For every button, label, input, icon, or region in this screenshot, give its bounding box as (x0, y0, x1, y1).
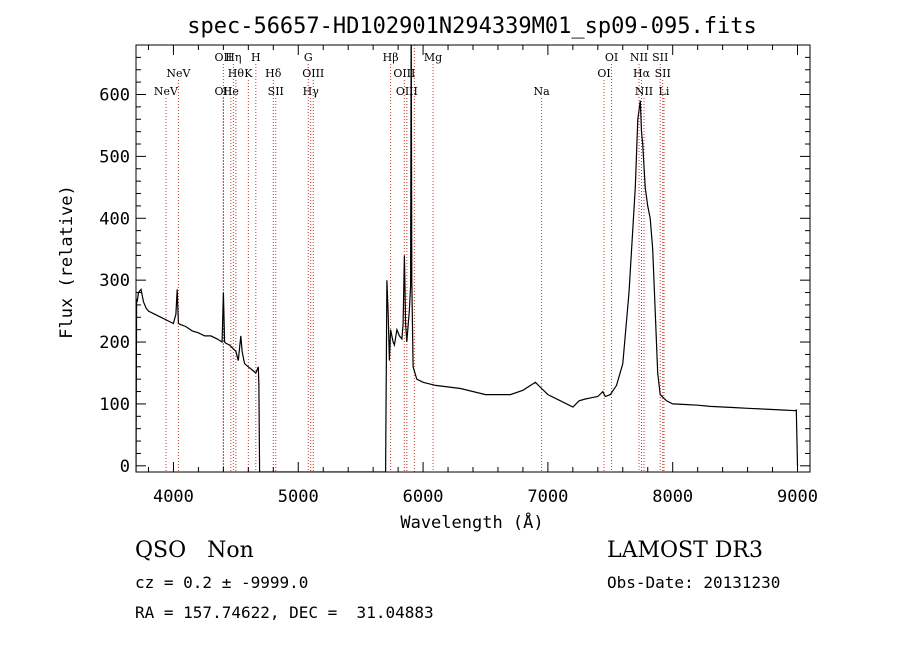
axes: 4000 5000 6000 7000 8000 9000 0 100 200 300 400 500… (99, 45, 818, 507)
line-label: OIII (302, 67, 324, 80)
y-tick-label: 0 (120, 457, 130, 477)
plot-frame (135, 44, 811, 473)
spectrum-line (136, 45, 799, 472)
line-label: He (223, 85, 239, 98)
survey-name: LAMOST DR3 (607, 538, 763, 563)
line-label: H (251, 51, 261, 64)
line-label: G (304, 51, 313, 64)
line-label: SII (652, 51, 668, 64)
obs-date: Obs-Date: 20131230 (607, 573, 781, 592)
spectrum-series (136, 45, 799, 472)
x-tick-label: 9000 (777, 487, 818, 507)
line-label: SII (268, 85, 284, 98)
x-tick-label: 6000 (403, 487, 444, 507)
line-label: OII (215, 51, 233, 64)
y-tick-label: 300 (99, 271, 130, 291)
coordinates: RA = 157.74622, DEC = 31.04883 (135, 603, 434, 622)
x-tick-label: 4000 (153, 487, 194, 507)
x-tick-label: 7000 (527, 487, 568, 507)
x-axis-label: Wavelength (Å) (400, 511, 543, 533)
x-tick-label: 5000 (278, 487, 319, 507)
line-label: OI (597, 67, 610, 80)
line-label: Mg (424, 51, 442, 64)
line-label: Hη (225, 51, 241, 64)
x-tick-label: 8000 (652, 487, 693, 507)
line-label: Hβ (383, 51, 399, 64)
line-label: SII (655, 67, 671, 80)
y-tick-label: 400 (99, 209, 130, 229)
line-label: Hγ (303, 85, 320, 98)
y-tick-label: 100 (99, 395, 130, 415)
redshift-line: cz = 0.2 ± -9999.0 (135, 573, 309, 592)
line-label: NII (635, 85, 653, 98)
y-tick-label: 200 (99, 333, 130, 353)
line-label: OI (605, 51, 618, 64)
chart-title: spec-56657-HD102901N294339M01_sp09-095.f… (187, 14, 757, 39)
line-label: NeV (154, 85, 179, 98)
line-label: NeV (166, 67, 191, 80)
line-label: K (244, 67, 253, 80)
line-label: OIII (393, 67, 415, 80)
line-label: OII (215, 85, 233, 98)
line-label: NII (630, 51, 648, 64)
line-label: Li (659, 85, 670, 98)
line-label: Hδ (265, 67, 282, 80)
y-tick-label: 500 (99, 147, 130, 167)
y-tick-label: 600 (99, 86, 130, 106)
line-label: Na (534, 85, 551, 98)
line-label: Hα (633, 67, 651, 80)
object-class: QSO Non (135, 538, 254, 563)
line-markers (165, 45, 665, 472)
y-axis-label: Flux (relative) (57, 185, 77, 339)
line-label: OIII (396, 85, 418, 98)
line-label: Hθ (228, 67, 245, 80)
